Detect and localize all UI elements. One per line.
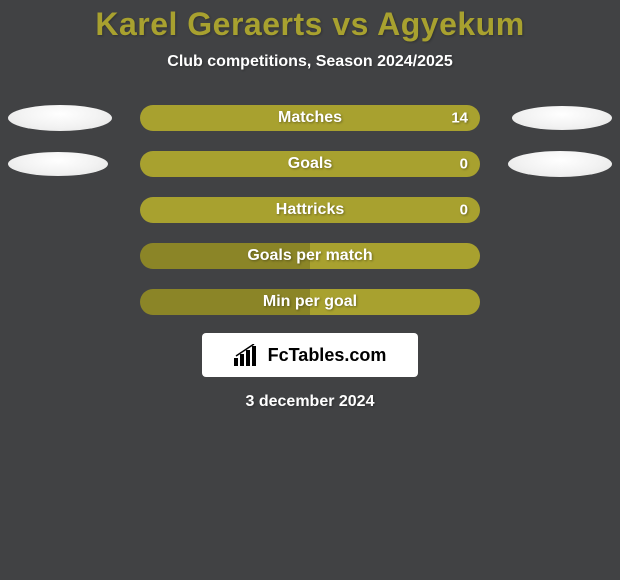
player-left-ellipse bbox=[8, 105, 112, 131]
player-right-ellipse bbox=[512, 106, 612, 130]
stat-label: Matches bbox=[278, 109, 342, 127]
player-left-ellipse bbox=[8, 152, 108, 176]
stat-value-right: 0 bbox=[460, 156, 468, 173]
stat-label: Min per goal bbox=[263, 293, 357, 311]
comparison-rows: Matches 14 Goals 0 Hattricks 0 Goals per match… bbox=[0, 105, 620, 315]
stat-row: Goals 0 bbox=[0, 151, 620, 177]
stat-row: Min per goal bbox=[0, 289, 620, 315]
logo-bars-icon bbox=[234, 344, 262, 366]
stat-bar: Goals per match bbox=[140, 243, 480, 269]
stat-bar: Hattricks 0 bbox=[140, 197, 480, 223]
stat-bar: Min per goal bbox=[140, 289, 480, 315]
logo-text: FcTables.com bbox=[268, 345, 387, 366]
stat-label: Goals per match bbox=[247, 247, 372, 265]
stat-value-right: 0 bbox=[460, 202, 468, 219]
page-title: Karel Geraerts vs Agyekum bbox=[0, 0, 620, 43]
stat-bar: Goals 0 bbox=[140, 151, 480, 177]
logo-box: FcTables.com bbox=[202, 333, 418, 377]
date: 3 december 2024 bbox=[0, 393, 620, 411]
stat-bar: Matches 14 bbox=[140, 105, 480, 131]
player-right-ellipse bbox=[508, 151, 612, 177]
stat-row: Goals per match bbox=[0, 243, 620, 269]
stat-value-right: 14 bbox=[451, 110, 468, 127]
subtitle: Club competitions, Season 2024/2025 bbox=[0, 53, 620, 71]
stat-row: Hattricks 0 bbox=[0, 197, 620, 223]
stat-label: Goals bbox=[288, 155, 332, 173]
stat-row: Matches 14 bbox=[0, 105, 620, 131]
stat-label: Hattricks bbox=[276, 201, 344, 219]
